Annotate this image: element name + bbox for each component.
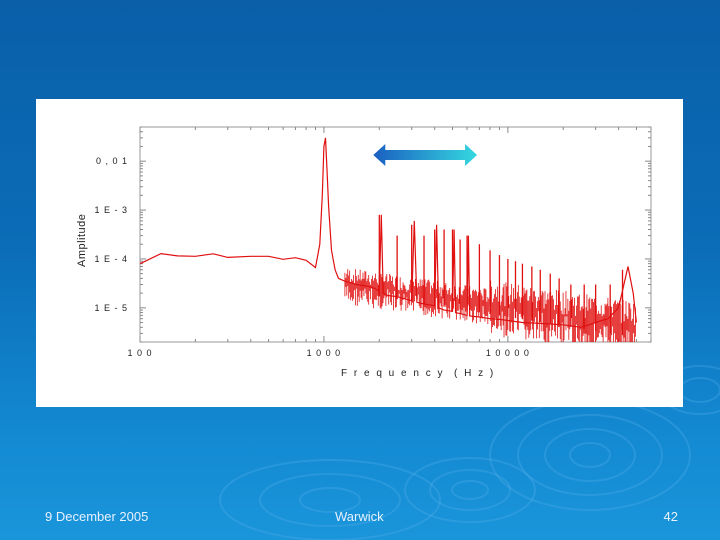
noise-floor [344,269,636,342]
spectrum-line [139,137,637,328]
y-tick-label: 1 E - 4 [94,254,128,264]
plot-frame [139,126,652,343]
double-arrow-icon [373,144,478,166]
tick-marks [139,126,652,343]
y-tick-label: 1 E - 5 [94,303,128,313]
x-tick-label: 1 0 0 0 [307,348,342,358]
page-number: 42 [663,509,678,524]
y-tick-label: 1 E - 3 [94,205,128,215]
y-axis-title: Amplitude [76,214,88,267]
x-tick-label: 1 0 0 0 0 [486,348,530,358]
x-axis-title: F r e q u e n c y ( H z ) [341,368,495,379]
x-tick-label: 1 0 0 [127,348,152,358]
footer-venue: Warwick [335,509,384,524]
chart-panel: 0 , 0 1 1 E - 3 1 E - 4 1 E - 5 1 0 0 1 0 0 … [36,99,683,407]
range-arrow [373,144,478,166]
y-tick-label: 0 , 0 1 [96,156,128,166]
spectrum-chart: 0 , 0 1 1 E - 3 1 E - 4 1 E - 5 1 0 0 1 0 0 … [76,126,652,379]
footer-date: 9 December 2005 [45,509,149,524]
